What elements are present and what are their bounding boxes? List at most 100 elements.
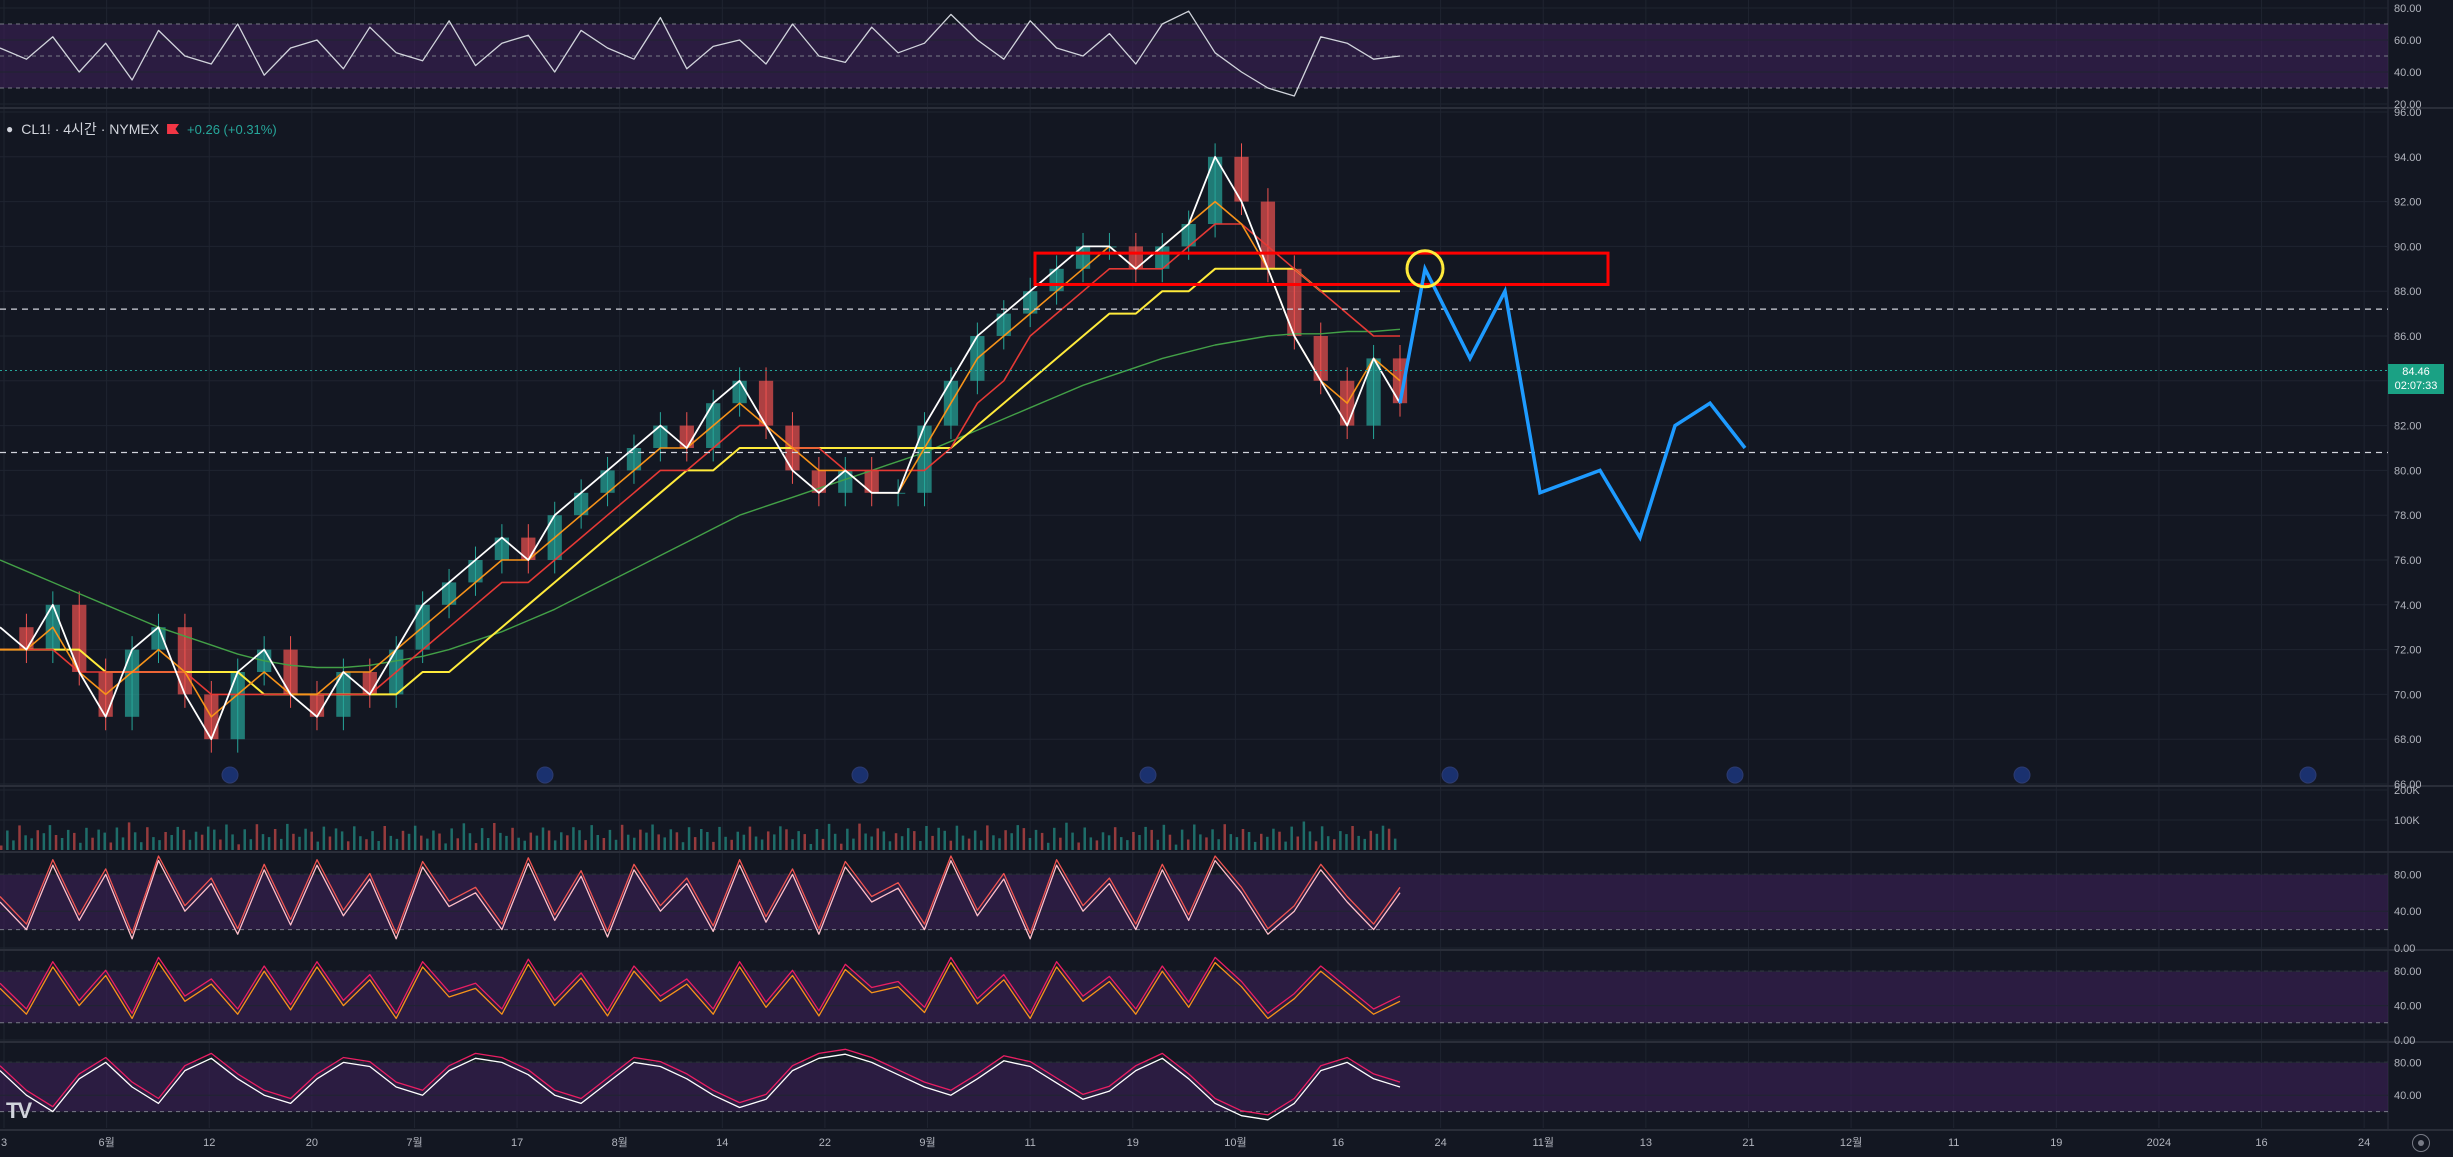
volume-axis-label: 100K (2394, 815, 2420, 827)
candle-body (494, 537, 510, 560)
time-axis-label: 24 (1434, 1137, 1446, 1149)
volume-bar (426, 838, 429, 850)
time-axis-label: 2024 (2147, 1137, 2171, 1149)
volume-bar (206, 826, 210, 850)
volume-bar (925, 826, 928, 850)
candle-body (72, 604, 87, 672)
volume-bar (237, 844, 240, 850)
volume-bar (693, 837, 697, 850)
volume-bar (1028, 838, 1032, 850)
calendar-event-icon (1726, 766, 1744, 784)
volume-bar (1247, 832, 1251, 850)
price-axis-label: 80.00 (2394, 465, 2422, 477)
price-axis-label: 68.00 (2394, 734, 2422, 746)
volume-bar (578, 830, 581, 850)
last-price-tag: 84.46 02:07:33 (2388, 364, 2444, 394)
stoch-axis-label: 0.00 (2394, 1035, 2415, 1047)
calendar-event-icon (221, 766, 239, 784)
resistance-zone-box (1033, 251, 1610, 286)
volume-bar (73, 832, 76, 850)
volume-bar (730, 839, 733, 850)
volume-bar (961, 835, 965, 850)
flag-icon[interactable] (167, 124, 180, 134)
symbol-name[interactable]: CL1! · 4시간 · NYMEX (21, 121, 160, 137)
volume-bar (1059, 837, 1062, 850)
volume-bar (261, 834, 265, 850)
volume-bar (1351, 826, 1354, 850)
tradingview-logo[interactable]: TV (6, 1098, 32, 1123)
stoch-signal-line (0, 956, 1401, 1014)
volume-bar (943, 830, 946, 850)
volume-bar (675, 832, 679, 850)
volume-bar (937, 827, 940, 850)
time-axis-label: 13 (1640, 1137, 1652, 1149)
volume-bar (1113, 827, 1117, 850)
rsi-line (0, 10, 1401, 97)
volume-bar (1302, 821, 1306, 850)
volume-bar (833, 833, 837, 850)
volume-bar (967, 838, 971, 850)
volume-bar (1022, 828, 1026, 850)
volume-bar (1308, 831, 1312, 850)
volume-bar (553, 840, 557, 850)
symbol-info-bar[interactable]: ● CL1! · 4시간 · NYMEX +0.26 (+0.31%) (6, 118, 277, 140)
volume-bar (292, 833, 295, 850)
stoch-rsi-axis-label: 40.00 (2394, 906, 2422, 918)
volume-bar (742, 834, 746, 850)
volume-bar (913, 831, 916, 850)
volume-bar (389, 835, 393, 850)
volume-bar (91, 837, 94, 850)
volume-bar (681, 842, 685, 850)
volume-bar (980, 840, 983, 850)
volume-bar (60, 838, 64, 850)
volume-bar (541, 827, 545, 850)
settings-icon[interactable] (2412, 1134, 2430, 1152)
volume-bar (1211, 829, 1214, 850)
volume-bar (547, 830, 551, 850)
volume-bar (188, 839, 192, 850)
volume-bar (334, 828, 338, 850)
candle-body (1181, 224, 1196, 247)
volume-bar (657, 834, 660, 850)
volume-bar (432, 830, 435, 850)
volume-bar (754, 836, 758, 850)
macd-osc-axis-label: 80.00 (2394, 1057, 2422, 1069)
volume-bar (480, 828, 484, 850)
candle-body (283, 649, 298, 695)
time-axis-label: 22 (819, 1137, 831, 1149)
candle-body (574, 492, 589, 516)
volume-bar (1077, 842, 1080, 850)
volume-bar (420, 835, 423, 850)
volume-bar (1144, 826, 1147, 850)
volume-bar (383, 826, 386, 850)
time-axis-label: 12 (203, 1137, 215, 1149)
volume-bar (748, 826, 752, 850)
volume-bar (639, 829, 642, 850)
volume-bar (700, 829, 703, 850)
volume-bar (1369, 830, 1373, 850)
candle-body (758, 380, 774, 426)
volume-bar (280, 838, 283, 850)
volume-bar (365, 839, 368, 850)
candle-body (838, 470, 853, 493)
volume-bar (1150, 829, 1153, 850)
volume-bar (298, 836, 301, 850)
volume-bar (1205, 837, 1208, 850)
symbol-change: +0.26 (+0.31%) (187, 121, 277, 137)
candle-body (996, 313, 1011, 336)
volume-bar (906, 828, 910, 850)
volume-bar (249, 839, 253, 850)
volume-bar (1345, 834, 1348, 850)
volume-bar (809, 844, 813, 850)
candle-body (468, 560, 483, 583)
volume-bar (1253, 841, 1257, 850)
volume-bar (1010, 833, 1013, 850)
calendar-event-icon (851, 766, 869, 784)
volume-bar (1290, 826, 1293, 850)
volume-bar (803, 834, 806, 850)
stoch-axis-label: 40.00 (2394, 1001, 2422, 1013)
volume-bar (1168, 834, 1172, 850)
volume-bar (401, 830, 405, 850)
